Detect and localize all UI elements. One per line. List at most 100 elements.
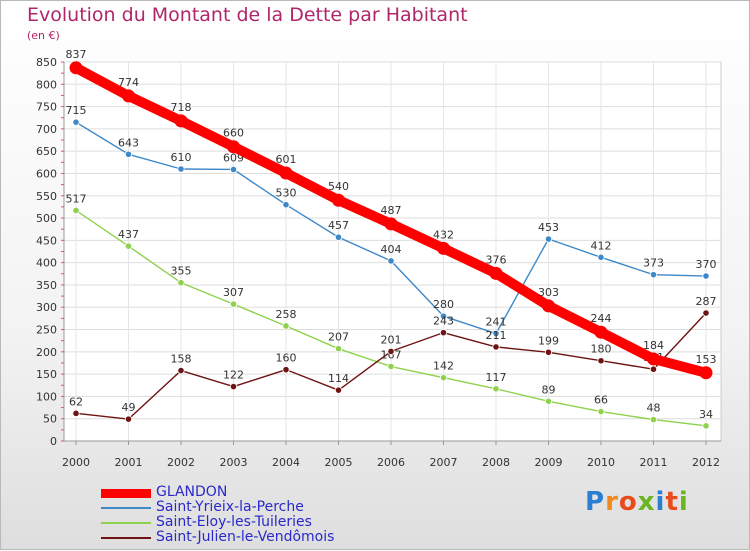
legend-label: GLANDON [156,484,228,500]
data-point [542,299,555,313]
logo-letter: o [618,487,638,517]
y-tick-label: 250 [36,324,57,337]
x-tick-label: 2008 [482,456,510,469]
data-point [649,365,658,373]
data-label: 258 [276,308,297,321]
data-point [387,347,395,355]
data-point [69,61,83,75]
data-label: 432 [433,228,454,241]
legend-label: Saint-Eloy-les-Tuileries [156,514,312,530]
data-point [72,118,80,126]
data-label: 517 [66,192,87,205]
data-label: 158 [171,353,192,366]
data-label: 376 [486,253,507,266]
data-point [282,366,290,374]
data-label: 437 [118,228,139,241]
legend-label: Saint-Yrieix-la-Perche [156,499,304,515]
data-label: 48 [647,402,661,415]
unit-label: (en €) [27,29,60,42]
data-label: 404 [381,243,402,256]
data-point [229,383,238,391]
logo-letter: t [665,487,679,517]
data-point [124,150,133,158]
data-point [489,266,503,280]
data-point [597,407,605,416]
data-point [597,253,605,261]
data-point [334,386,343,394]
data-point [492,343,500,351]
data-label: 142 [433,360,454,373]
y-tick-label: 800 [36,78,57,91]
data-point [72,409,80,417]
data-point [229,300,238,308]
x-tick-label: 2004 [272,456,300,469]
data-label: 201 [381,333,402,346]
data-label: 199 [538,334,559,347]
y-tick-label: 650 [36,145,57,158]
logo-letter: P [585,487,606,517]
data-point [72,206,80,215]
chart-title: Evolution du Montant de la Dette par Hab… [27,4,468,26]
data-label: 660 [223,127,244,140]
data-label: 715 [66,104,87,117]
data-point [122,89,135,103]
data-label: 244 [591,312,612,325]
data-label: 487 [381,204,402,217]
data-label: 117 [486,371,507,384]
y-tick-label: 150 [36,368,57,381]
y-tick-label: 850 [36,56,57,69]
data-point [177,366,185,375]
data-label: 114 [328,372,349,385]
data-point [177,165,185,173]
data-point [437,241,450,255]
data-point [334,233,343,241]
data-point [702,272,710,280]
data-label: 49 [122,401,136,414]
data-label: 243 [433,315,454,328]
data-label: 207 [328,331,349,344]
logo-letter: i [678,487,689,517]
x-tick-label: 2011 [640,456,668,469]
legend-swatch [101,522,151,524]
data-label: 62 [69,395,83,408]
data-label: 34 [699,408,713,421]
data-point [649,415,658,424]
y-tick-label: 50 [43,413,57,426]
y-tick-label: 0 [50,435,57,448]
data-point [384,217,398,231]
logo-letter: r [605,487,619,517]
data-label: 610 [171,151,192,164]
data-label: 287 [696,295,717,308]
data-label: 160 [276,352,297,365]
data-label: 303 [538,286,559,299]
data-label: 180 [591,343,612,356]
x-tick-label: 2010 [587,456,615,469]
y-tick-label: 700 [36,123,57,136]
legend-swatch [101,507,151,509]
data-label: 453 [538,221,559,234]
legend-item: GLANDON [101,484,401,501]
y-tick-label: 600 [36,167,57,180]
data-label: 601 [276,153,297,166]
data-label: 167 [381,349,402,362]
data-point [439,329,448,337]
data-point [647,352,660,366]
data-point [282,322,290,330]
data-point [332,193,345,207]
data-label: 122 [223,369,244,382]
x-tick-label: 2002 [167,456,195,469]
y-tick-label: 100 [36,390,57,403]
data-point [597,357,605,365]
x-tick-label: 2012 [692,456,720,469]
y-tick-label: 500 [36,212,57,225]
data-point [279,166,293,180]
data-point [227,140,240,154]
x-tick-label: 2003 [220,456,248,469]
legend-item: Saint-Eloy-les-Tuileries [101,514,401,531]
x-tick-label: 2005 [325,456,353,469]
proxiti-logo: Proxiti [585,487,689,517]
data-label: 643 [118,136,139,149]
data-point [229,165,238,174]
data-label: 153 [696,353,717,366]
